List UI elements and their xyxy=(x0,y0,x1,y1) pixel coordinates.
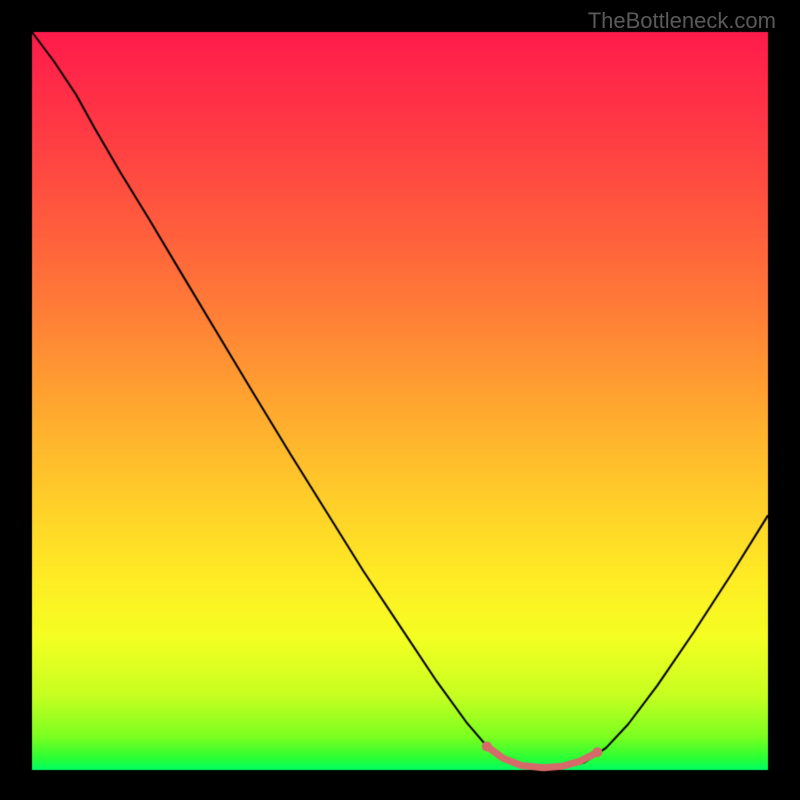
watermark-text: TheBottleneck.com xyxy=(588,8,776,34)
bottleneck-curve-chart xyxy=(0,0,800,800)
chart-container: TheBottleneck.com xyxy=(0,0,800,800)
